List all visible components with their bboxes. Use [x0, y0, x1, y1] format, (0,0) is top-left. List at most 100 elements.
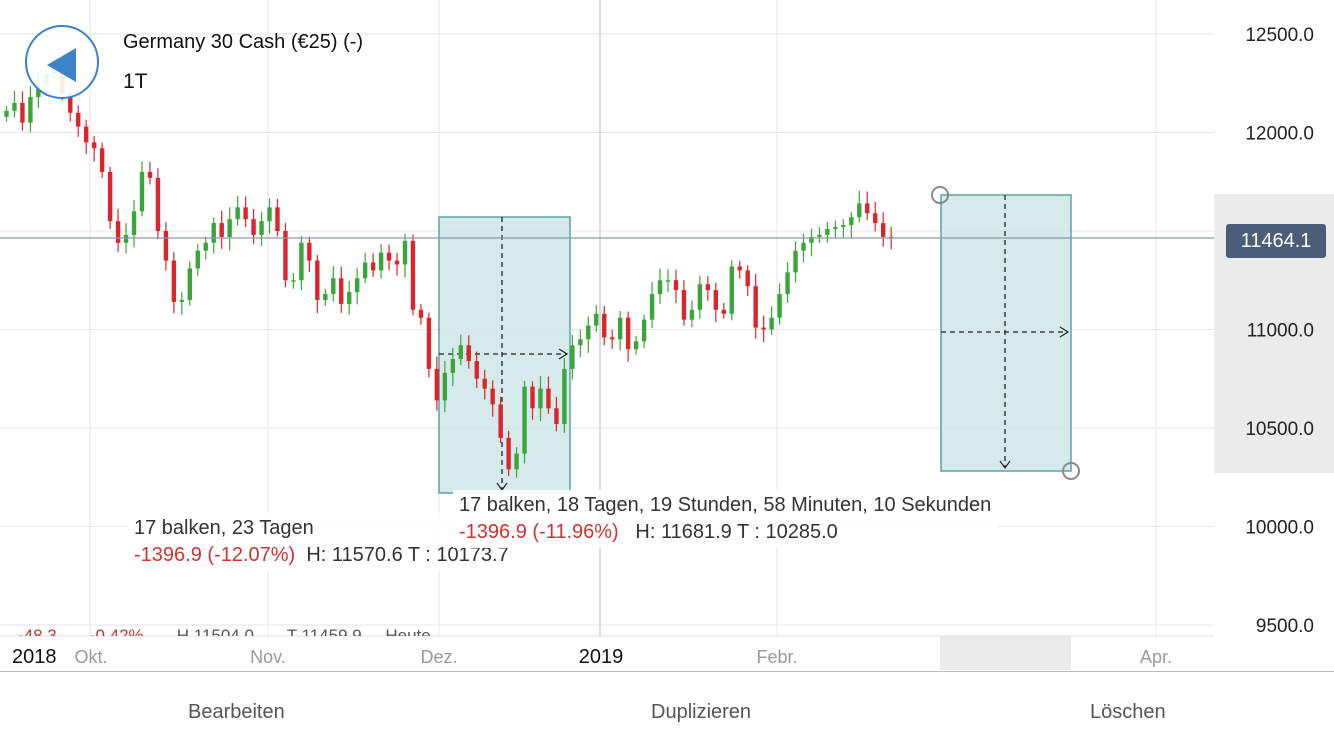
measure-boxes[interactable] — [438, 186, 1080, 494]
candle-down — [147, 171, 153, 178]
measure-left-hl: H: 11570.6 T : 10173.7 — [306, 544, 509, 566]
candle-up — [729, 266, 734, 314]
candle-up — [825, 229, 830, 235]
candle-down — [426, 317, 432, 369]
y-tick-label: 12000.0 — [1245, 124, 1314, 145]
candle-down — [721, 309, 726, 314]
candle-up — [402, 240, 408, 265]
candle-up — [689, 309, 695, 320]
candle-up — [769, 317, 774, 330]
x-tick-label: 2018 — [12, 646, 57, 668]
candle-up — [139, 171, 145, 212]
candle-down — [155, 177, 161, 231]
y-tick-label: 10500.0 — [1245, 419, 1314, 440]
candle-up — [235, 207, 240, 220]
duplicate-button[interactable]: Duplizieren — [651, 701, 752, 723]
candle-down — [163, 231, 169, 261]
current-price-tag: 11464.1 — [1226, 224, 1326, 258]
candle-down — [394, 260, 400, 265]
candle-down — [554, 408, 559, 425]
measure-left-change: -1396.9 (-12.07%) — [134, 544, 296, 566]
candle-down — [610, 337, 615, 340]
candle-up — [323, 294, 328, 300]
x-tick-label: Dez. — [420, 647, 457, 667]
candle-down — [219, 223, 224, 237]
candle-up — [657, 280, 663, 295]
candle-up — [697, 284, 703, 310]
candle-up — [777, 294, 782, 318]
candle-down — [737, 266, 742, 271]
candle-up — [267, 207, 272, 222]
time-axis[interactable]: 2018 Okt. Nov. Dez. 2019 Febr. Apr. — [0, 641, 1172, 669]
edit-button[interactable]: Bearbeiten — [188, 701, 285, 723]
candle-down — [865, 203, 870, 214]
price-axis[interactable]: 12500.012000.011500.011000.010500.010000… — [1245, 25, 1314, 637]
measure-right-change: -1396.9 (-11.96%) — [459, 521, 619, 543]
measure-left-h-arrowhead — [558, 348, 569, 360]
candle-up — [179, 299, 185, 302]
candle-up — [801, 242, 806, 251]
candle-up — [195, 250, 200, 269]
candle-up — [299, 242, 304, 281]
candlestick-chart[interactable]: 12500.012000.011500.011000.010500.010000… — [0, 0, 1334, 671]
candle-down — [20, 102, 25, 123]
candle-down — [386, 252, 392, 261]
measure-handle-start — [931, 186, 949, 204]
measure-left-duration: 17 balken, 23 Tagen — [134, 517, 314, 539]
back-button[interactable] — [25, 25, 99, 99]
candle-down — [881, 223, 886, 237]
measure-handle-end — [1062, 462, 1080, 480]
candle-up — [665, 280, 671, 282]
candle-down — [91, 142, 97, 149]
candles-group — [4, 54, 894, 478]
x-tick-label: Febr. — [756, 647, 797, 667]
legend-pct: -0.42% — [89, 626, 144, 636]
measure-right-v-arrowhead — [999, 460, 1011, 470]
candle-down — [68, 93, 73, 113]
candle-down — [673, 280, 679, 291]
candle-up — [28, 97, 33, 123]
candle-down — [370, 262, 376, 271]
candle-up — [817, 234, 822, 237]
candle-up — [594, 313, 599, 326]
candle-down — [745, 270, 750, 287]
y-tick-label: 12500.0 — [1245, 25, 1314, 46]
candle-down — [625, 317, 631, 350]
x-year-bg — [568, 641, 634, 669]
candle-down — [418, 309, 424, 318]
candle-down — [84, 126, 89, 143]
time-axis-highlight-band — [940, 636, 1071, 670]
candle-down — [761, 327, 766, 330]
candle-up — [833, 227, 838, 230]
candle-down — [602, 313, 607, 338]
candle-up — [458, 345, 463, 360]
candle-up — [538, 388, 543, 409]
timeframe-label[interactable]: 1T — [123, 70, 148, 93]
candle-up — [442, 372, 448, 401]
candle-up — [633, 341, 639, 350]
bottom-toolbar: Bearbeiten Duplizieren Löschen — [0, 671, 1334, 751]
y-tick-label: 10000.0 — [1245, 518, 1314, 539]
candle-down — [466, 345, 471, 362]
measure-right-h-arrowhead — [1059, 326, 1070, 338]
candle-down — [482, 378, 487, 389]
candle-up — [187, 268, 193, 300]
candle-down — [243, 207, 248, 220]
candle-up — [347, 292, 352, 304]
x-year-bg — [0, 641, 66, 669]
measure-right-hl: H: 11681.9 T : 10285.0 — [635, 521, 838, 543]
candle-down — [410, 240, 416, 310]
delete-button[interactable]: Löschen — [1090, 701, 1166, 723]
candle-down — [546, 388, 551, 409]
candle-up — [793, 250, 798, 273]
candle-down — [434, 368, 440, 401]
candle-up — [354, 278, 360, 293]
candle-up — [562, 368, 567, 425]
candle-down — [307, 242, 312, 261]
candle-up — [203, 242, 208, 251]
candle-down — [498, 404, 503, 438]
candle-down — [171, 260, 177, 302]
x-tick-label: 2019 — [579, 646, 624, 668]
candle-down — [705, 284, 711, 291]
x-tick-label: Okt. — [74, 647, 107, 667]
